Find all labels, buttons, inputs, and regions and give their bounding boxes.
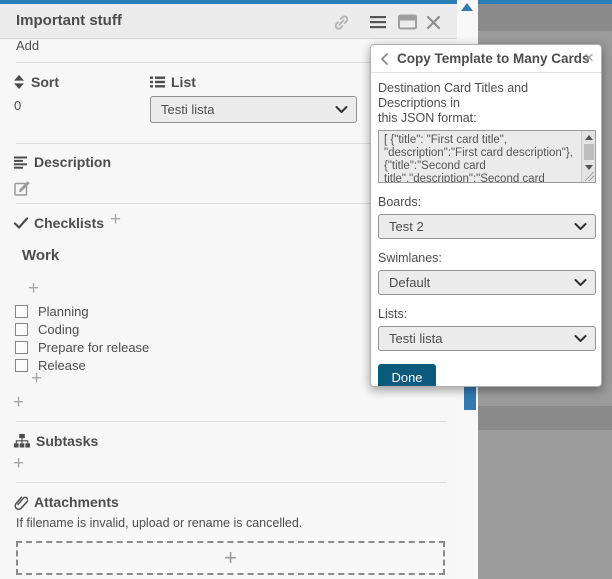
swimlanes-select[interactable]: Default [378, 270, 596, 295]
paperclip-icon [14, 495, 28, 510]
subtasks-label: Subtasks [36, 433, 99, 449]
checklist-title[interactable]: Work [22, 247, 60, 264]
checklist-item[interactable]: Release [15, 356, 86, 374]
close-icon[interactable]: × [584, 48, 594, 67]
swimlanes-select-value: Default [389, 275, 431, 290]
sort-icon [13, 75, 25, 89]
swimlanes-label: Swimlanes: [378, 251, 442, 265]
board-band-mid [478, 406, 612, 430]
add-checklist-item-top-button[interactable] [28, 282, 39, 296]
popup-header: Copy Template to Many Cards × [371, 45, 601, 73]
sort-label: Sort [31, 74, 59, 90]
link-icon[interactable] [331, 12, 351, 32]
board-band-top [478, 4, 612, 31]
lists-select-value: Testi lista [389, 331, 443, 346]
textarea-scrollbar-thumb[interactable] [584, 144, 594, 160]
done-button[interactable]: Done [378, 364, 436, 386]
add-link[interactable]: Add [16, 38, 40, 53]
plus-icon: + [224, 545, 237, 570]
popup-body: Destination Card Titles and Descriptions… [371, 73, 601, 386]
resize-handle-icon[interactable] [585, 172, 594, 181]
card-titlebar: Important stuff [0, 4, 457, 39]
checklists-label: Checklists [34, 215, 105, 231]
chevron-down-icon [574, 278, 595, 287]
board-header-strip [0, 0, 612, 4]
textarea-scrollbar[interactable] [581, 131, 595, 182]
divider [16, 62, 447, 63]
checklist-item-label: Release [38, 357, 86, 373]
hamburger-icon[interactable] [368, 12, 388, 32]
scroll-down-arrow-icon[interactable] [585, 165, 593, 170]
align-left-icon [14, 156, 28, 169]
checkbox-unchecked[interactable] [15, 304, 28, 318]
checkbox-unchecked[interactable] [15, 340, 28, 354]
checklist-item[interactable]: Prepare for release [15, 338, 149, 356]
close-icon[interactable] [423, 12, 443, 32]
check-icon [14, 217, 28, 229]
attachments-section-heading: Attachments [14, 494, 119, 510]
sort-section-heading: Sort [13, 74, 59, 90]
maximize-icon[interactable] [397, 12, 417, 32]
checklists-section-heading: Checklists [14, 215, 104, 231]
boards-label: Boards: [378, 195, 422, 209]
checklist-item-label: Prepare for release [38, 339, 150, 355]
scrollbar-thumb[interactable] [464, 386, 476, 410]
json-format-label-line2: this JSON format: [378, 111, 477, 125]
description-section-heading: Description [14, 154, 111, 170]
attachments-hint: If filename is invalid, upload or rename… [16, 516, 303, 530]
json-textarea-content: [ {"title": "First card title", "descrip… [384, 134, 573, 183]
boards-select[interactable]: Test 2 [378, 214, 596, 239]
boards-select-value: Test 2 [389, 219, 424, 234]
popup-title: Copy Template to Many Cards [397, 51, 590, 66]
edit-description-icon[interactable] [14, 180, 30, 196]
checkbox-unchecked[interactable] [15, 322, 28, 336]
divider [16, 482, 447, 483]
checkbox-unchecked[interactable] [15, 358, 28, 372]
checklist-item-label: Coding [38, 321, 80, 337]
chevron-down-icon [574, 334, 595, 343]
subtasks-section-heading: Subtasks [14, 433, 98, 449]
lists-label: Lists: [378, 307, 408, 321]
list-icon [150, 75, 165, 89]
sort-value[interactable]: 0 [14, 98, 22, 113]
json-format-label-line1: Destination Card Titles and Descriptions… [378, 81, 529, 110]
chevron-down-icon [574, 222, 595, 231]
add-checklist-bottom-button[interactable] [13, 396, 24, 410]
lists-select[interactable]: Testi lista [378, 326, 596, 351]
card-title[interactable]: Important stuff [16, 12, 122, 29]
checklist-item[interactable]: Coding [15, 320, 79, 338]
add-checklist-button[interactable] [110, 213, 121, 227]
add-subtask-button[interactable] [13, 457, 24, 471]
sitemap-icon [14, 434, 30, 448]
add-checklist-item-button[interactable] [31, 372, 42, 386]
divider [16, 421, 447, 422]
attachment-upload-dropzone[interactable]: + [16, 541, 445, 575]
chevron-down-icon [335, 105, 356, 114]
json-textarea[interactable]: [ {"title": "First card title", "descrip… [378, 130, 596, 183]
checklist-item[interactable]: Planning [15, 302, 89, 320]
attachments-label: Attachments [34, 494, 119, 510]
scroll-up-arrow-icon[interactable] [585, 135, 593, 140]
scroll-up-arrow-icon[interactable] [461, 3, 473, 11]
description-label: Description [34, 154, 112, 170]
divider [16, 143, 447, 144]
list-select-value: Testi lista [161, 102, 215, 117]
copy-template-popup: Copy Template to Many Cards × Destinatio… [370, 44, 602, 387]
divider [16, 203, 447, 204]
list-label: List [171, 74, 196, 90]
list-select[interactable]: Testi lista [150, 96, 357, 123]
checklist-item-label: Planning [38, 303, 89, 319]
chevron-left-icon[interactable] [378, 52, 392, 66]
list-section-heading: List [150, 74, 196, 90]
